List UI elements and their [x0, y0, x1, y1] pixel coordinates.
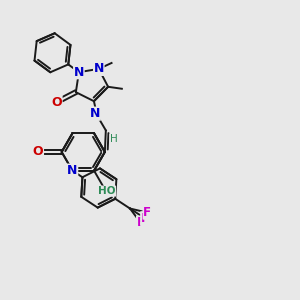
Text: O: O	[51, 96, 62, 109]
Text: N: N	[74, 66, 84, 79]
Text: N: N	[94, 62, 104, 75]
Text: F: F	[143, 206, 151, 219]
Text: H: H	[110, 134, 118, 144]
Text: O: O	[33, 146, 44, 158]
Text: F: F	[136, 216, 145, 229]
Text: N: N	[90, 107, 100, 120]
Text: N: N	[67, 164, 78, 177]
Text: F: F	[141, 212, 149, 225]
Text: HO: HO	[98, 186, 116, 196]
